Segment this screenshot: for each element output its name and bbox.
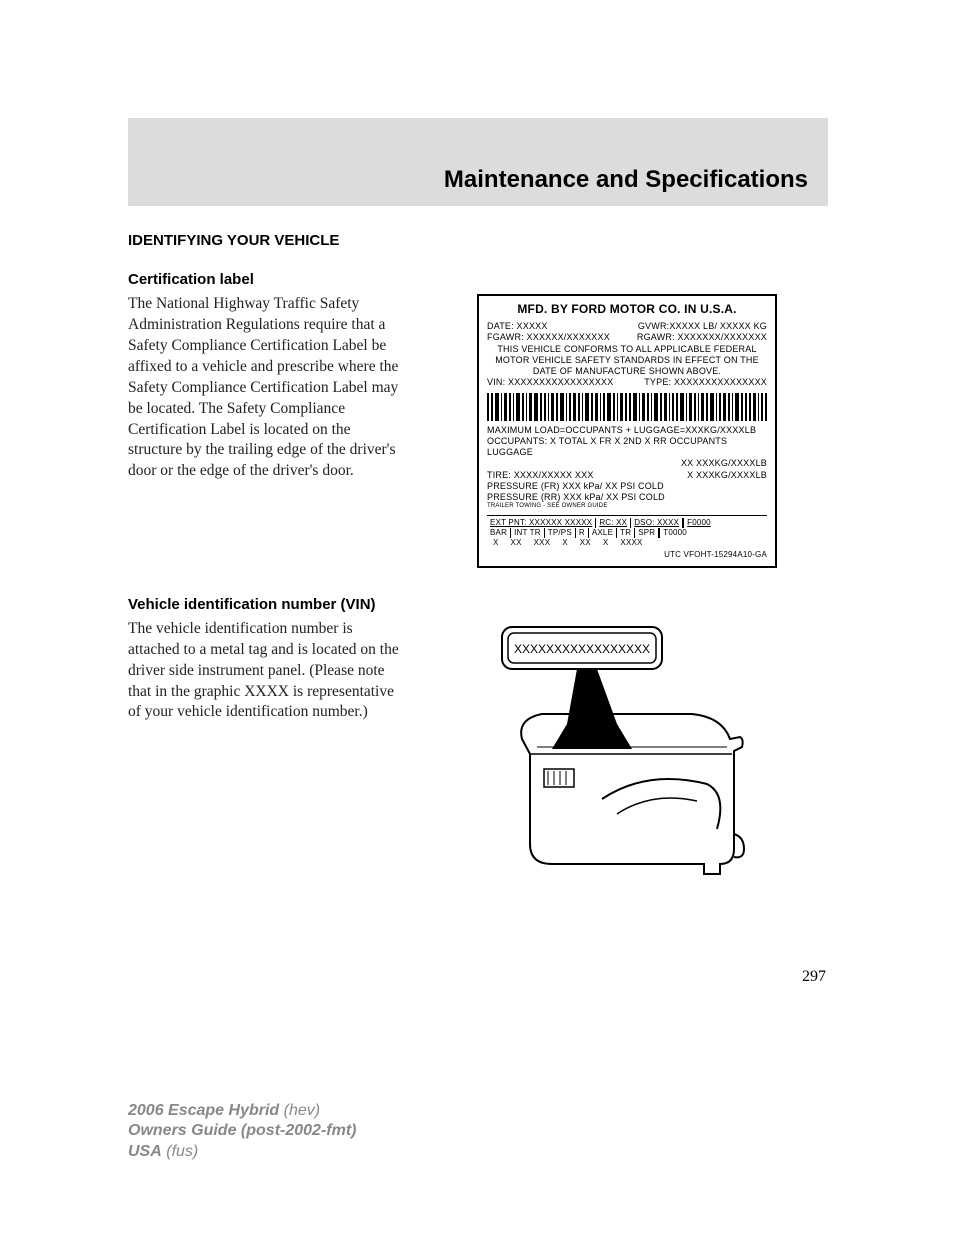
cert-label-figure-col: MFD. BY FORD MOTOR CO. IN U.S.A. DATE: X…	[426, 294, 828, 568]
cert-conform1: THIS VEHICLE CONFORMS TO ALL APPLICABLE …	[487, 344, 767, 355]
cert-maxload: MAXIMUM LOAD=OCCUPANTS + LUGGAGE=XXXKG/X…	[487, 425, 767, 436]
cert-gvwr: GVWR:XXXXX LB/ XXXXX KG	[638, 321, 767, 332]
cert-dso: DSO: XXXX	[631, 518, 683, 528]
cert-label-text-col: The National Highway Traffic Safety Admi…	[128, 294, 408, 568]
cert-tire: TIRE: XXXX/XXXXX XXX	[487, 470, 594, 481]
footer-region: USA	[128, 1143, 162, 1160]
cert-label-gawr: FGAWR: XXXXXX/XXXXXXX RGAWR: XXXXXXX/XXX…	[487, 332, 767, 343]
cert-table-values: XXXXXXXXXXXXXX	[487, 538, 767, 548]
cert-conform3: DATE OF MANUFACTURE SHOWN ABOVE.	[487, 366, 767, 377]
footer-line1: 2006 Escape Hybrid (hev)	[128, 1101, 356, 1122]
cert-press-fr: PRESSURE (FR) XXX kPa/ XX PSI COLD	[487, 481, 767, 492]
cert-tire-row: TIRE: XXXX/XXXXX XXX X XXXKG/XXXXLB	[487, 470, 767, 481]
cert-vin: VIN: XXXXXXXXXXXXXXXXX	[487, 377, 613, 388]
cert-utc: UTC VFOHT-15294A10-GA	[487, 550, 767, 560]
vin-figure-col: XXXXXXXXXXXXXXXXX	[426, 619, 828, 879]
cert-label-figure: MFD. BY FORD MOTOR CO. IN U.S.A. DATE: X…	[477, 294, 777, 568]
footer-model-code: (hev)	[284, 1102, 320, 1119]
cert-tire-x: X XXXKG/XXXXLB	[687, 470, 767, 481]
cert-label-row: The National Highway Traffic Safety Admi…	[128, 294, 828, 568]
cert-conform2: MOTOR VEHICLE SAFETY STANDARDS IN EFFECT…	[487, 355, 767, 366]
sub-heading-vin: Vehicle identification number (VIN)	[128, 596, 828, 613]
footer-line3: USA (fus)	[128, 1142, 356, 1163]
cert-vin-type: VIN: XXXXXXXXXXXXXXXXX TYPE: XXXXXXXXXXX…	[487, 377, 767, 388]
cert-label-body: The National Highway Traffic Safety Admi…	[128, 294, 408, 482]
cert-table-headers: BARINT TRTP/PSRAXLETRSPRT0000	[487, 528, 767, 538]
cert-ext-row: EXT PNT: XXXXXX XXXXX RC: XX DSO: XXXX F…	[487, 518, 767, 528]
cert-occ-xx: XX XXXKG/XXXXLB	[487, 458, 767, 469]
page-title: Maintenance and Specifications	[444, 166, 808, 194]
cert-fgawr: FGAWR: XXXXXX/XXXXXXX	[487, 332, 610, 343]
cert-ext-pnt: EXT PNT: XXXXXX XXXXX	[487, 518, 596, 528]
cert-f0000: F0000	[683, 518, 714, 528]
cert-rgawr: RGAWR: XXXXXXX/XXXXXXX	[637, 332, 767, 343]
footer-line2: Owners Guide (post-2002-fmt)	[128, 1121, 356, 1142]
footer-model: 2006 Escape Hybrid	[128, 1102, 279, 1119]
cert-date: DATE: XXXXX	[487, 321, 548, 332]
barcode	[487, 393, 767, 421]
cert-press-rr: PRESSURE (RR) XXX kPa/ XX PSI COLD	[487, 492, 767, 503]
footer-region-code: (fus)	[166, 1143, 198, 1160]
section-heading-identifying: IDENTIFYING YOUR VEHICLE	[128, 232, 828, 249]
cert-label-date-gvwr: DATE: XXXXX GVWR:XXXXX LB/ XXXXX KG	[487, 321, 767, 332]
footer: 2006 Escape Hybrid (hev) Owners Guide (p…	[128, 1101, 356, 1163]
cert-trailer: TRAILER TOWING - SEE OWNER GUIDE	[487, 503, 767, 511]
footer-guide: Owners Guide (post-2002-fmt)	[128, 1122, 356, 1139]
sub-heading-cert-label: Certification label	[128, 271, 828, 288]
vin-text-col: The vehicle identification number is att…	[128, 619, 408, 879]
page-number: 297	[802, 968, 826, 986]
header-band: Maintenance and Specifications	[128, 118, 828, 206]
vin-plate-text: XXXXXXXXXXXXXXXXX	[514, 642, 650, 656]
page-content: IDENTIFYING YOUR VEHICLE Certification l…	[128, 232, 828, 907]
vin-row: The vehicle identification number is att…	[128, 619, 828, 879]
cert-type: TYPE: XXXXXXXXXXXXXXX	[644, 377, 767, 388]
vin-figure: XXXXXXXXXXXXXXXXX	[482, 619, 772, 879]
cert-label-title: MFD. BY FORD MOTOR CO. IN U.S.A.	[487, 302, 767, 317]
cert-table: EXT PNT: XXXXXX XXXXX RC: XX DSO: XXXX F…	[487, 515, 767, 560]
vin-body: The vehicle identification number is att…	[128, 619, 408, 724]
cert-rc: RC: XX	[596, 518, 631, 528]
cert-occupants: OCCUPANTS: X TOTAL X FR X 2ND X RR OCCUP…	[487, 436, 767, 459]
